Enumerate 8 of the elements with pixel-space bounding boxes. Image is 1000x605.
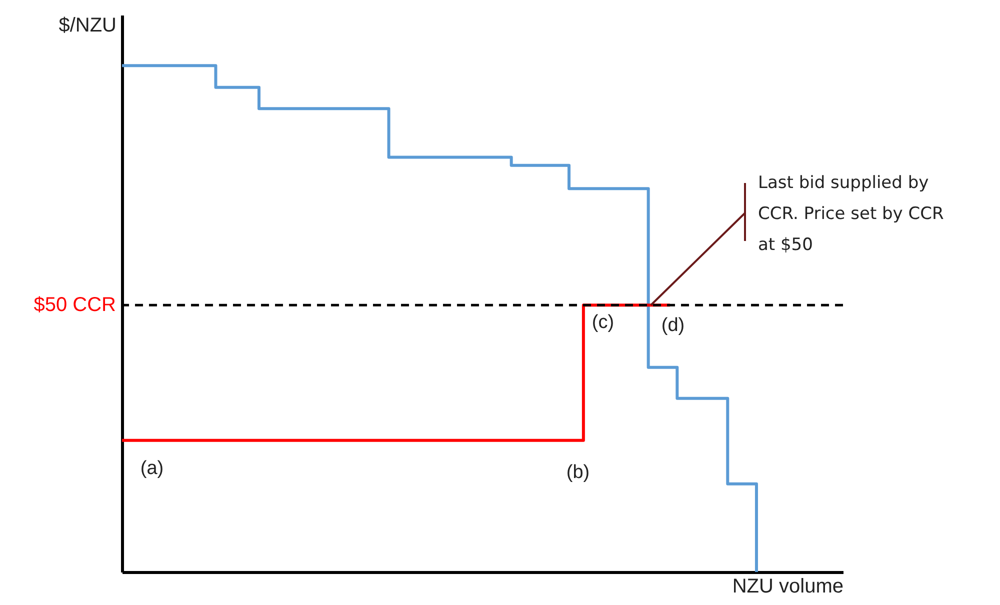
annotation: (a)	[140, 458, 164, 479]
ref-line-label: $50 CCR	[34, 294, 116, 316]
annotation: (c)	[592, 312, 614, 333]
y-axis-title: $/NZU	[58, 14, 116, 36]
annotation: (d)	[661, 315, 685, 336]
annotation: Last bid supplied by CCR. Price set by CCR at $50	[758, 173, 944, 255]
x-axis-title: NZU volume	[732, 576, 844, 598]
annotation: (b)	[566, 462, 590, 483]
